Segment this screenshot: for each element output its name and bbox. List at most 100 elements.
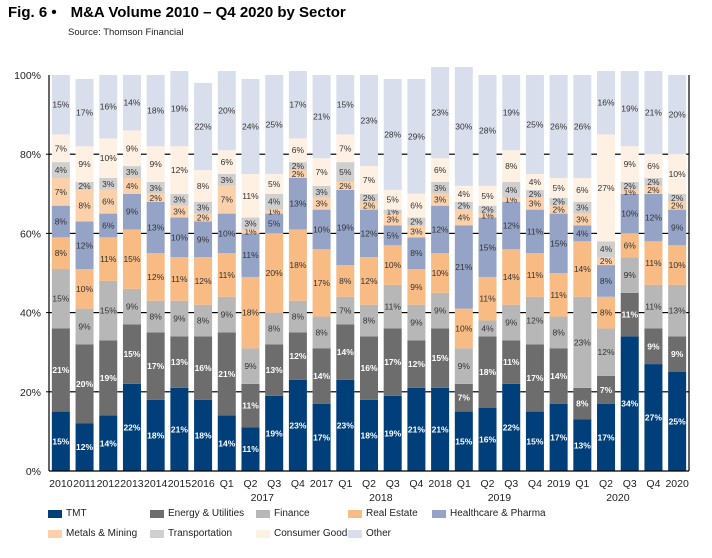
bar-segment-healthcare-pharma [265, 213, 284, 234]
data-label: 3% [434, 183, 447, 193]
x-tick-label: Q3 [386, 478, 400, 490]
data-label: 2% [552, 197, 565, 207]
bar-segment-tmt [644, 364, 663, 471]
data-label: 3% [221, 175, 234, 185]
data-label: 30% [455, 121, 472, 131]
data-label: 15% [52, 436, 69, 446]
legend-swatch [432, 509, 446, 518]
bar-segment-finance [407, 304, 426, 341]
legend-label: TMT [66, 508, 87, 519]
data-label: 8% [410, 248, 423, 258]
data-label: 12% [645, 213, 662, 223]
bar-segment-consumer-goods [502, 150, 521, 182]
bar-segment-consumer-goods [288, 138, 307, 163]
bar-segment-consumer-goods [644, 154, 663, 178]
data-label: 26% [550, 121, 567, 131]
bar-segment-tmt [431, 387, 450, 471]
data-label: 2% [624, 181, 637, 191]
bar-segment-energy-utilities [217, 332, 236, 416]
bar-segment-finance [312, 316, 331, 349]
data-label: 6% [102, 197, 115, 207]
x-tick-label: 2020 [665, 478, 689, 490]
bar-segment-energy-utilities [431, 328, 450, 388]
bar-segment-real-estate [668, 245, 687, 285]
legend-label: Energy & Utilities [168, 508, 245, 519]
data-label: 22% [123, 422, 140, 432]
figure-number: Fig. 6 • [8, 4, 57, 21]
bar-segment-consumer-goods [217, 150, 236, 174]
data-label: 5% [387, 230, 400, 240]
bar-segment-real-estate [51, 237, 70, 270]
bar-segment-metals-mining [288, 170, 307, 178]
bar-segment-energy-utilities [502, 340, 521, 384]
bar-segment-transportation [241, 217, 260, 230]
data-label: 7% [339, 143, 352, 153]
data-label: 7% [363, 175, 376, 185]
bar-segment-metals-mining [51, 177, 70, 206]
bar-segment-other [597, 71, 616, 135]
bar-segment-energy-utilities [336, 324, 355, 380]
data-label: 22% [195, 121, 212, 131]
data-label: 16% [360, 363, 377, 373]
data-label: 4% [458, 189, 471, 199]
data-label: 2% [552, 205, 565, 215]
legend-item: Energy & Utilities [150, 508, 244, 519]
data-label: 8% [315, 327, 328, 337]
data-label: 5% [481, 191, 494, 201]
bar-segment-real-estate [194, 257, 213, 305]
bar-segment-tmt [241, 427, 260, 471]
data-label: 3% [434, 195, 447, 205]
bar-segment-transportation [122, 166, 141, 178]
data-label: 14% [123, 98, 140, 108]
data-label: 26% [574, 121, 591, 131]
data-label: 18% [147, 430, 164, 440]
data-label: 10% [171, 232, 188, 242]
bar-segment-other [146, 75, 165, 147]
data-label: 13% [266, 365, 283, 375]
data-label: 15% [479, 242, 496, 252]
x-tick-label: Q2 [362, 478, 376, 490]
bar-segment-energy-utilities [265, 344, 284, 396]
bar-segment-finance [288, 300, 307, 333]
data-label: 15% [526, 436, 543, 446]
x-tick-label: 2018 [428, 478, 452, 490]
bar-segment-finance [146, 300, 165, 333]
data-label: 7% [55, 187, 68, 197]
data-label: 6% [410, 201, 423, 211]
x-group-label: 2018 [369, 492, 393, 504]
bar-segment-energy-utilities [194, 336, 213, 400]
bar-segment-energy-utilities [359, 336, 379, 400]
data-label: 7% [221, 195, 234, 205]
data-label: 21% [408, 424, 425, 434]
figure-source: Source: Thomson Financial [68, 27, 184, 38]
bar-segment-consumer-goods [525, 174, 544, 190]
bar-segment-consumer-goods [265, 174, 284, 194]
data-label: 1% [624, 187, 637, 197]
data-label: 23% [360, 116, 377, 126]
x-tick-label: 2012 [97, 478, 121, 490]
data-label: 4% [458, 213, 471, 223]
data-label: 14% [503, 272, 520, 282]
data-label: 4% [576, 228, 589, 238]
x-tick-label: Q2 [599, 478, 613, 490]
data-label: 9% [126, 302, 139, 312]
data-label: 2% [410, 217, 423, 227]
data-label: 27% [645, 413, 662, 423]
bar-segment-transportation [549, 197, 568, 206]
bar-segment-other [668, 75, 687, 155]
bar-segment-tmt [359, 399, 379, 471]
data-label: 21% [171, 424, 188, 434]
bar-segment-consumer-goods [597, 134, 616, 242]
x-tick-label: Q4 [528, 478, 542, 490]
data-label: 11% [645, 302, 662, 312]
data-label: 9% [126, 143, 139, 153]
bar-segment-tmt [312, 403, 331, 471]
bar-segment-healthcare-pharma [75, 221, 94, 270]
bar-segment-energy-utilities [620, 292, 639, 337]
y-tick-label: 80% [20, 149, 41, 161]
bar-segment-transportation [431, 181, 450, 194]
data-label: 12% [503, 220, 520, 230]
bar-segment-finance [502, 304, 521, 341]
bar-segment-energy-utilities [525, 344, 544, 412]
bar-segment-tmt [668, 372, 687, 471]
